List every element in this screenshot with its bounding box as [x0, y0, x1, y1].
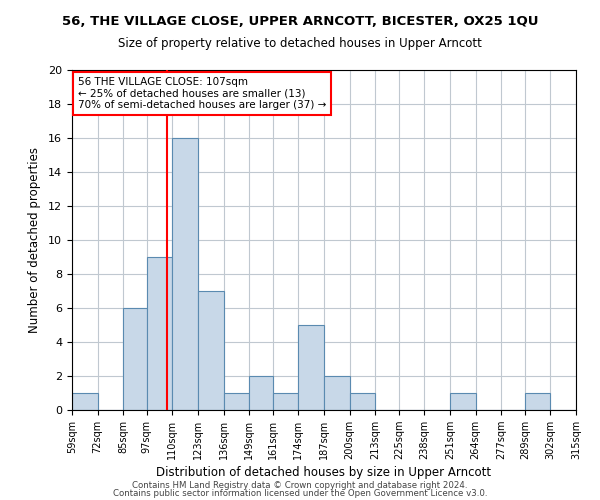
Y-axis label: Number of detached properties: Number of detached properties	[28, 147, 41, 333]
Bar	[123, 308, 147, 410]
Text: Contains public sector information licensed under the Open Government Licence v3: Contains public sector information licen…	[113, 489, 487, 498]
Bar	[350, 393, 375, 410]
Bar	[147, 257, 172, 410]
Bar	[273, 393, 298, 410]
Bar	[450, 393, 476, 410]
Bar	[298, 325, 324, 410]
X-axis label: Distribution of detached houses by size in Upper Arncott: Distribution of detached houses by size …	[157, 466, 491, 479]
Bar	[198, 291, 224, 410]
Text: 56 THE VILLAGE CLOSE: 107sqm
← 25% of detached houses are smaller (13)
70% of se: 56 THE VILLAGE CLOSE: 107sqm ← 25% of de…	[78, 77, 326, 110]
Bar	[525, 393, 550, 410]
Bar	[324, 376, 350, 410]
Bar	[72, 393, 98, 410]
Bar	[172, 138, 198, 410]
Text: Size of property relative to detached houses in Upper Arncott: Size of property relative to detached ho…	[118, 38, 482, 51]
Bar	[249, 376, 273, 410]
Bar	[224, 393, 249, 410]
Text: Contains HM Land Registry data © Crown copyright and database right 2024.: Contains HM Land Registry data © Crown c…	[132, 480, 468, 490]
Text: 56, THE VILLAGE CLOSE, UPPER ARNCOTT, BICESTER, OX25 1QU: 56, THE VILLAGE CLOSE, UPPER ARNCOTT, BI…	[62, 15, 538, 28]
